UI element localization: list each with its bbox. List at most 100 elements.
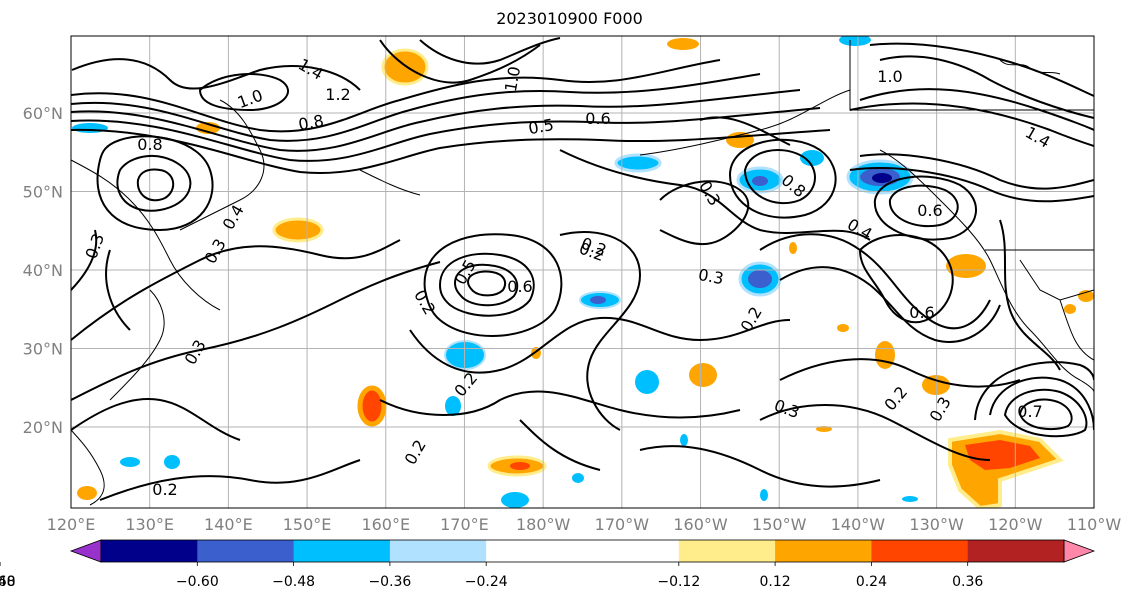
shade-patch bbox=[726, 132, 754, 148]
contour-label: 1.0 bbox=[501, 65, 524, 93]
colorbar-tick-label: 0.12 bbox=[760, 574, 791, 590]
contour-line bbox=[699, 116, 791, 146]
longitude-label: 130°W bbox=[909, 515, 964, 534]
shade-patch bbox=[510, 462, 530, 470]
shade-patch bbox=[946, 254, 986, 278]
shade-patch bbox=[760, 489, 768, 501]
contour-line bbox=[198, 73, 289, 112]
shade-patch bbox=[590, 296, 606, 304]
colorbar-outline bbox=[100, 539, 1065, 563]
contour-label: 1.2 bbox=[325, 85, 350, 104]
longitude-label: 170°W bbox=[595, 515, 650, 534]
contour-line bbox=[423, 233, 563, 337]
longitude-label: 130°E bbox=[125, 515, 174, 534]
contour-line bbox=[71, 58, 361, 91]
coastline bbox=[879, 149, 1094, 393]
colorbar-tick-label: 0.24 bbox=[856, 574, 887, 590]
shade-patch bbox=[614, 153, 662, 173]
map-title: 2023010900 F000 bbox=[496, 9, 643, 28]
shade-patch bbox=[752, 176, 768, 186]
contour-line bbox=[136, 168, 175, 202]
latitude-label: 40°N bbox=[23, 261, 63, 280]
coastline bbox=[109, 289, 165, 401]
contour-line bbox=[71, 398, 241, 441]
contour-line bbox=[989, 376, 1094, 431]
longitude-label: 160°E bbox=[361, 515, 410, 534]
latitude-labels: 60°N 50°N 40°N 30°N 20°N bbox=[23, 104, 63, 437]
shade-patch bbox=[789, 242, 797, 254]
shade-patch bbox=[120, 457, 140, 467]
coastlines bbox=[71, 40, 1094, 506]
contour-line bbox=[743, 149, 816, 205]
contour-line bbox=[779, 266, 1001, 343]
shade-patch bbox=[572, 473, 584, 483]
contour-line bbox=[659, 180, 750, 246]
colorbar-bin bbox=[197, 540, 295, 562]
colorbar-extend-high bbox=[1063, 539, 1096, 563]
colorbar-bin bbox=[101, 540, 198, 562]
colorbar-bin bbox=[486, 540, 583, 562]
colorbar-bin bbox=[871, 540, 969, 562]
longitude-label: 140°E bbox=[204, 515, 253, 534]
contour-label: 0.6 bbox=[585, 109, 610, 128]
contour-line bbox=[869, 42, 1094, 97]
colorbar-bin bbox=[967, 540, 1065, 562]
colorbar-tick-label: 0.48 bbox=[0, 574, 16, 590]
shade-patch bbox=[965, 440, 1040, 470]
contour-line bbox=[96, 135, 214, 232]
coastline bbox=[71, 159, 221, 311]
contour-line bbox=[559, 230, 642, 431]
contour-line bbox=[519, 419, 601, 471]
colorbar-bin bbox=[678, 540, 776, 562]
contour-label: 0.3 bbox=[697, 265, 725, 288]
colorbar-bin bbox=[389, 540, 487, 562]
latitude-label: 30°N bbox=[23, 340, 63, 359]
shade-patch bbox=[272, 217, 324, 243]
contour-line bbox=[105, 249, 131, 331]
contour-label: 0.6 bbox=[917, 201, 942, 220]
contour-line bbox=[116, 154, 192, 212]
contour-line bbox=[859, 88, 1094, 131]
latitude-label: 50°N bbox=[23, 183, 63, 202]
contour-label: 0.8 bbox=[137, 135, 162, 154]
longitude-label: 120°W bbox=[988, 515, 1043, 534]
contour-line bbox=[71, 128, 831, 174]
shade-patch bbox=[445, 396, 461, 416]
contour-line bbox=[379, 390, 741, 419]
contour-label: 1.0 bbox=[877, 67, 902, 86]
contour-line bbox=[453, 263, 519, 307]
contour-label: 0.7 bbox=[1017, 402, 1042, 421]
contour-line bbox=[879, 55, 1094, 119]
colorbar-tick-label: −0.24 bbox=[465, 574, 508, 590]
longitude-label: 180°W bbox=[516, 515, 571, 534]
contour-line bbox=[466, 270, 507, 297]
contour-line bbox=[759, 404, 991, 461]
colorbar-tick-label: −0.60 bbox=[176, 574, 219, 590]
shade-patch bbox=[839, 36, 871, 46]
colorbar-tick-label: 0.36 bbox=[952, 574, 983, 590]
contour-line bbox=[438, 252, 535, 317]
colorbar-tick-label: 0.60 bbox=[0, 574, 16, 590]
contour-label: 0.6 bbox=[909, 303, 934, 322]
colorbar-tick-label: −0.48 bbox=[272, 574, 315, 590]
shade-patch bbox=[875, 341, 895, 369]
coastline bbox=[1059, 299, 1094, 361]
contour-line bbox=[728, 138, 837, 219]
contour-line bbox=[859, 153, 1094, 190]
contour-line bbox=[71, 239, 401, 341]
contour-line bbox=[559, 149, 871, 241]
contour-line bbox=[779, 358, 1021, 388]
contour-label: 0.6 bbox=[507, 277, 532, 296]
longitude-label: 170°E bbox=[440, 515, 489, 534]
colorbar-bin bbox=[775, 540, 872, 562]
shade-patch bbox=[381, 48, 429, 86]
colorbar-bin bbox=[582, 540, 680, 562]
shade-patch bbox=[748, 270, 772, 288]
contour-line bbox=[639, 445, 881, 488]
contour-line bbox=[71, 261, 441, 401]
contour-line bbox=[71, 229, 98, 291]
longitude-label: 150°W bbox=[752, 515, 807, 534]
coastline bbox=[999, 59, 1061, 75]
colorbar-tick-label: −0.36 bbox=[368, 574, 411, 590]
